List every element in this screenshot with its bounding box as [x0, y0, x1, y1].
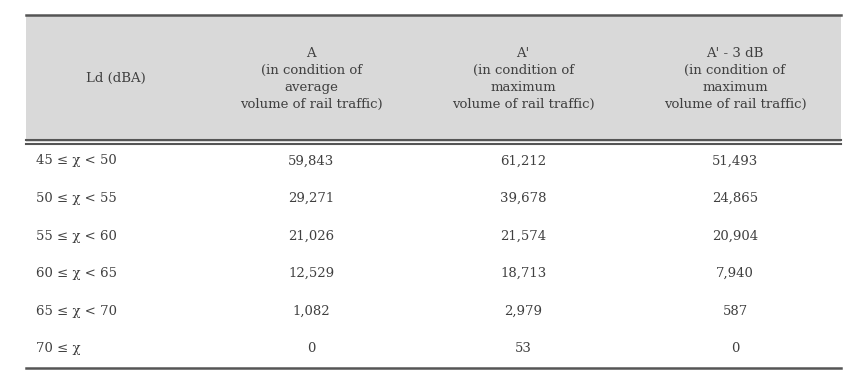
Text: 20,904: 20,904: [712, 230, 758, 243]
Text: 45 ≤ χ < 50: 45 ≤ χ < 50: [36, 154, 117, 167]
Text: 12,529: 12,529: [288, 267, 335, 280]
Text: 1,082: 1,082: [292, 305, 330, 318]
Text: 39,678: 39,678: [500, 192, 546, 205]
Text: 24,865: 24,865: [712, 192, 758, 205]
Text: 53: 53: [515, 342, 531, 355]
Text: 21,026: 21,026: [288, 230, 335, 243]
Text: 21,574: 21,574: [500, 230, 546, 243]
Text: 0: 0: [307, 342, 316, 355]
Text: A' - 3 dB
(in condition of
maximum
volume of rail traffic): A' - 3 dB (in condition of maximum volum…: [664, 47, 806, 111]
Text: 60 ≤ χ < 65: 60 ≤ χ < 65: [36, 267, 117, 280]
Text: Ld (dBA): Ld (dBA): [86, 72, 146, 85]
Text: A'
(in condition of
maximum
volume of rail traffic): A' (in condition of maximum volume of ra…: [452, 47, 595, 111]
Text: 587: 587: [722, 305, 747, 318]
Text: 2,979: 2,979: [504, 305, 542, 318]
Text: 51,493: 51,493: [712, 154, 758, 167]
Text: 65 ≤ χ < 70: 65 ≤ χ < 70: [36, 305, 117, 318]
Text: A
(in condition of
average
volume of rail traffic): A (in condition of average volume of rai…: [240, 47, 382, 111]
Text: 50 ≤ χ < 55: 50 ≤ χ < 55: [36, 192, 117, 205]
Text: 7,940: 7,940: [716, 267, 754, 280]
Text: 55 ≤ χ < 60: 55 ≤ χ < 60: [36, 230, 117, 243]
Text: 29,271: 29,271: [288, 192, 335, 205]
Text: 70 ≤ χ: 70 ≤ χ: [36, 342, 81, 355]
Text: 0: 0: [731, 342, 740, 355]
FancyBboxPatch shape: [26, 15, 841, 142]
Text: 18,713: 18,713: [500, 267, 546, 280]
Text: 59,843: 59,843: [288, 154, 335, 167]
Text: 61,212: 61,212: [500, 154, 546, 167]
